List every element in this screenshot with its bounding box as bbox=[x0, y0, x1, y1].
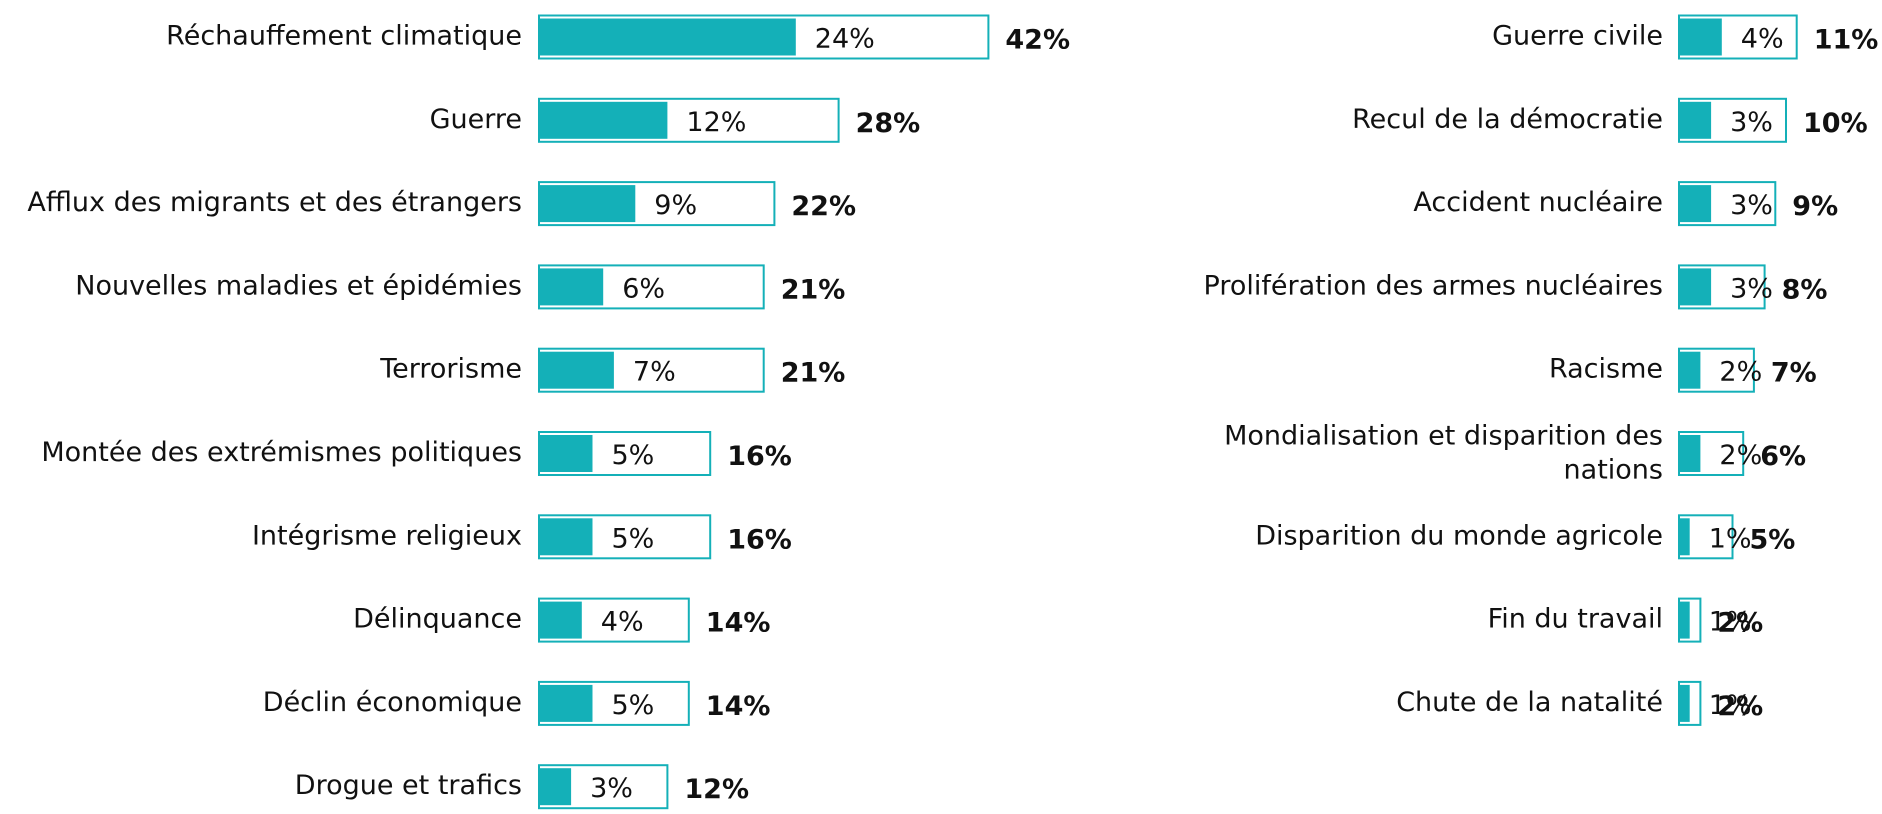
share-label: 7% bbox=[633, 357, 676, 388]
share-bar bbox=[539, 101, 668, 139]
share-label: 5% bbox=[612, 440, 655, 471]
category-label: Déclin économique bbox=[263, 687, 522, 718]
category-label: Racisme bbox=[1549, 354, 1663, 385]
category-label: Fin du travail bbox=[1488, 604, 1663, 635]
total-label: 16% bbox=[727, 524, 792, 555]
category-label: Disparition du monde agricole bbox=[1255, 520, 1663, 551]
share-bar bbox=[539, 185, 636, 223]
category-label: Drogue et trafics bbox=[295, 770, 522, 801]
total-label: 9% bbox=[1792, 191, 1838, 222]
share-bar bbox=[1679, 268, 1712, 306]
category-label: Mondialisation et disparition des nations bbox=[1224, 420, 1663, 485]
share-label: 5% bbox=[612, 690, 655, 721]
share-bar bbox=[1679, 684, 1690, 722]
share-bar bbox=[539, 684, 593, 722]
category-label: Guerre civile bbox=[1492, 21, 1663, 52]
share-bar bbox=[1679, 435, 1701, 472]
share-label: 3% bbox=[1730, 190, 1773, 221]
share-bar bbox=[1679, 351, 1701, 389]
total-label: 16% bbox=[727, 441, 792, 472]
share-label: 6% bbox=[622, 273, 665, 304]
total-label: 14% bbox=[706, 608, 771, 639]
share-label: 1% bbox=[1709, 690, 1752, 721]
share-label: 4% bbox=[1741, 24, 1784, 55]
total-label: 21% bbox=[781, 358, 846, 389]
total-label: 21% bbox=[781, 274, 846, 305]
total-label: 11% bbox=[1814, 25, 1879, 56]
category-label: Accident nucléaire bbox=[1413, 187, 1663, 218]
share-label: 9% bbox=[654, 190, 697, 221]
share-label: 2% bbox=[1719, 440, 1762, 471]
total-label: 22% bbox=[791, 191, 856, 222]
share-bar bbox=[1679, 185, 1712, 223]
share-label: 3% bbox=[1730, 107, 1773, 138]
category-label: Terrorisme bbox=[379, 354, 522, 385]
total-label: 5% bbox=[1750, 524, 1796, 555]
share-bar bbox=[1679, 101, 1712, 139]
category-label: Intégrisme religieux bbox=[252, 520, 522, 551]
share-label: 4% bbox=[601, 607, 644, 638]
total-label: 8% bbox=[1782, 274, 1828, 305]
category-label: Nouvelles maladies et épidémies bbox=[75, 270, 522, 301]
share-bar bbox=[539, 601, 582, 639]
share-bar bbox=[539, 518, 593, 556]
category-label: Réchauffement climatique bbox=[166, 21, 522, 52]
share-bar bbox=[1679, 18, 1722, 56]
share-label: 2% bbox=[1719, 357, 1762, 388]
category-label: Prolifération des armes nucléaires bbox=[1204, 270, 1663, 301]
share-bar bbox=[539, 435, 593, 472]
share-label: 12% bbox=[686, 107, 746, 138]
total-label: 12% bbox=[684, 774, 749, 805]
total-label: 14% bbox=[706, 691, 771, 722]
category-label: Montée des extrémismes politiques bbox=[41, 437, 522, 468]
category-label: Chute de la natalité bbox=[1396, 687, 1663, 718]
category-label: Délinquance bbox=[353, 604, 522, 635]
share-label: 3% bbox=[1730, 273, 1773, 304]
share-bar bbox=[1679, 601, 1690, 639]
total-label: 10% bbox=[1803, 108, 1868, 139]
share-label: 24% bbox=[815, 24, 875, 55]
category-label: Recul de la démocratie bbox=[1352, 104, 1663, 135]
category-label: Guerre bbox=[430, 104, 522, 135]
total-label: 2% bbox=[1717, 691, 1763, 722]
total-label: 42% bbox=[1005, 25, 1070, 56]
share-bar bbox=[539, 768, 572, 806]
total-label: 6% bbox=[1760, 441, 1806, 472]
share-label: 1% bbox=[1709, 607, 1752, 638]
share-label: 5% bbox=[612, 523, 655, 554]
share-bar bbox=[539, 18, 796, 56]
total-label: 28% bbox=[856, 108, 921, 139]
total-label: 2% bbox=[1717, 608, 1763, 639]
category-label: Afflux des migrants et des étrangers bbox=[27, 187, 522, 218]
total-label: 7% bbox=[1771, 358, 1817, 389]
share-label: 3% bbox=[590, 773, 633, 804]
share-bar bbox=[539, 351, 614, 389]
share-bar bbox=[1679, 518, 1690, 556]
share-bar bbox=[539, 268, 604, 306]
share-label: 1% bbox=[1709, 523, 1752, 554]
